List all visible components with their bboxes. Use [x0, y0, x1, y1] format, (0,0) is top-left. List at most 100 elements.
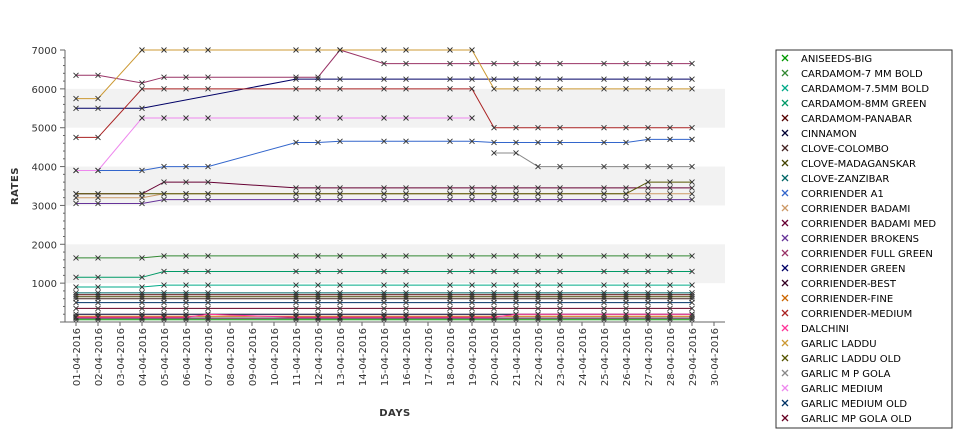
data-point	[293, 299, 299, 306]
series-line	[76, 284, 692, 288]
data-point	[403, 47, 409, 53]
data-point	[623, 185, 629, 191]
data-point	[381, 196, 387, 203]
legend-marker	[781, 189, 789, 197]
data-point	[205, 311, 211, 318]
data-point	[161, 313, 167, 319]
data-point	[293, 305, 299, 312]
data-point	[623, 290, 629, 296]
data-point	[645, 253, 651, 259]
data-point	[315, 268, 321, 275]
data-point	[337, 86, 343, 92]
data-point	[447, 290, 453, 296]
legend-marker	[781, 399, 789, 407]
data-point	[73, 313, 79, 319]
data-point	[469, 138, 475, 145]
legend-marker	[781, 414, 789, 422]
series-line	[76, 181, 692, 195]
series-22	[73, 115, 475, 174]
data-point	[535, 299, 541, 306]
data-point	[623, 268, 629, 275]
data-point	[645, 268, 651, 275]
data-point	[315, 86, 321, 92]
data-point	[337, 268, 343, 275]
data-point	[205, 190, 211, 197]
legend-marker	[781, 249, 789, 257]
data-point	[73, 299, 79, 306]
data-point	[95, 313, 101, 319]
legend-marker	[781, 69, 789, 77]
data-point	[645, 86, 651, 92]
data-point	[447, 305, 453, 312]
data-point	[645, 185, 651, 191]
data-point	[161, 86, 167, 92]
data-point	[95, 305, 101, 312]
legend-label: CARDAMOM-PANABAR	[801, 114, 912, 125]
series-8	[73, 290, 695, 296]
data-point	[645, 190, 651, 197]
data-point	[183, 253, 189, 259]
data-point	[447, 253, 453, 259]
data-point	[73, 95, 79, 102]
data-point	[535, 268, 541, 275]
series-line	[76, 271, 692, 278]
x-tick-label: 06-04-2016	[182, 328, 193, 386]
legend-marker	[781, 114, 789, 122]
legend-item: CORRIENDER BADAMI MED	[781, 219, 936, 230]
series-line	[76, 138, 692, 171]
data-point	[381, 314, 387, 321]
data-point	[623, 311, 629, 318]
data-point	[447, 190, 453, 197]
data-point	[623, 190, 629, 197]
data-point	[645, 76, 651, 82]
data-point	[557, 76, 563, 82]
legend-marker	[781, 54, 789, 62]
data-point	[513, 139, 519, 146]
data-point	[491, 76, 497, 82]
data-point	[337, 196, 343, 203]
data-point	[139, 80, 145, 86]
data-point	[447, 282, 453, 288]
data-point	[601, 305, 607, 312]
data-point	[293, 47, 299, 53]
data-point	[447, 60, 453, 67]
data-point	[293, 314, 299, 321]
data-point	[513, 86, 519, 92]
legend: ANISEEDS-BIG CARDAMOM-7 MM BOLD CARDAMOM-7…	[775, 49, 953, 429]
data-point	[513, 185, 519, 191]
legend-item: CLOVE-MADAGANSKAR	[781, 159, 916, 170]
legend-label: CARDAMOM-8MM GREEN	[801, 99, 926, 110]
series-17	[73, 86, 695, 141]
data-point	[601, 60, 607, 67]
y-tick-label: 3000	[32, 201, 57, 212]
data-point	[293, 290, 299, 296]
x-tick-label: 18-04-2016	[446, 328, 457, 386]
data-point	[73, 290, 79, 296]
data-point	[667, 76, 673, 82]
data-point	[403, 190, 409, 197]
data-point	[667, 136, 673, 143]
data-point	[139, 190, 145, 197]
data-point	[315, 282, 321, 288]
data-point	[447, 313, 453, 319]
legend-item: ANISEEDS-BIG	[781, 54, 872, 65]
data-point	[183, 299, 189, 306]
x-tick-label: 20-04-2016	[490, 328, 501, 386]
data-point	[161, 299, 167, 306]
legend-item: GARLIC M P GOLA	[781, 369, 891, 380]
data-point	[293, 185, 299, 191]
data-point	[139, 105, 145, 112]
series-19	[73, 47, 695, 102]
data-point	[447, 138, 453, 145]
x-tick-label: 15-04-2016	[380, 328, 391, 386]
data-point	[513, 76, 519, 82]
legend-marker	[781, 294, 789, 302]
data-point	[557, 196, 563, 203]
data-point	[491, 139, 497, 146]
data-point	[645, 282, 651, 288]
data-point	[557, 282, 563, 288]
legend-label: CORRIENDER GREEN	[801, 264, 905, 275]
data-point	[73, 284, 79, 290]
data-point	[95, 284, 101, 290]
data-point	[667, 290, 673, 296]
